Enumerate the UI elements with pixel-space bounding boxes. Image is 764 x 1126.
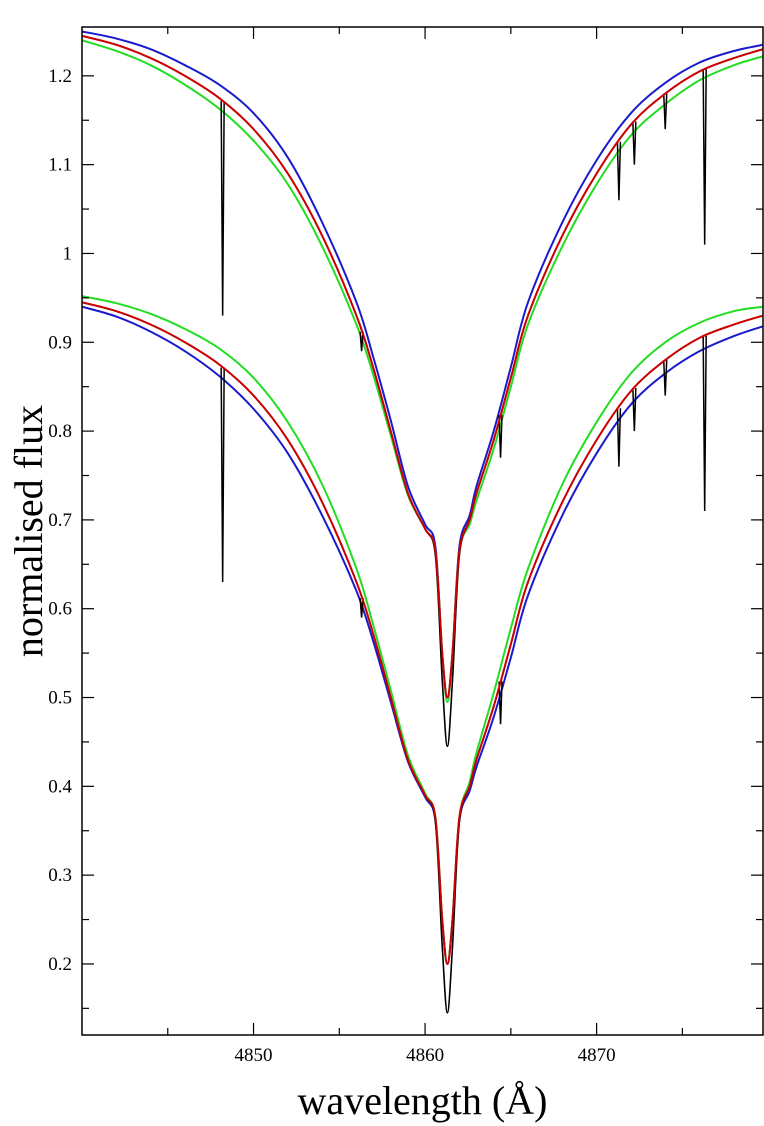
absorption-line xyxy=(702,69,707,245)
axis-ticks xyxy=(82,27,763,1035)
absorption-line xyxy=(616,141,622,201)
plot-frame xyxy=(81,26,764,1036)
absorption-line xyxy=(662,360,668,396)
y-tick-label: 1 xyxy=(63,243,73,264)
y-tick-label: 0.2 xyxy=(48,954,72,975)
absorption-line xyxy=(359,331,364,352)
absorption-line xyxy=(662,93,668,130)
y-tick-labels: 0.2 0.3 0.4 0.5 0.6 0.7 0.8 0.9 1 1.1 1.2 xyxy=(48,66,72,975)
series-upper-fit-green xyxy=(82,39,763,703)
series-lower-observed xyxy=(82,301,763,1014)
series-lower-fit-green xyxy=(82,295,763,965)
y-tick-label: 0.7 xyxy=(48,510,72,531)
absorption-line xyxy=(632,121,637,165)
series-layer xyxy=(82,30,763,1014)
x-tick-label: 4860 xyxy=(406,1045,444,1066)
y-tick-label: 1.1 xyxy=(48,155,72,176)
y-tick-label: 0.8 xyxy=(48,421,72,442)
y-axis-title: normalised flux xyxy=(6,405,51,657)
series-upper-fit-red xyxy=(82,34,763,699)
absorption-line xyxy=(498,415,503,458)
absorption-line xyxy=(616,408,622,467)
absorption-line xyxy=(220,367,225,583)
series-lower-fit-red xyxy=(82,301,763,965)
absorption-line xyxy=(498,681,503,725)
y-tick-label: 0.5 xyxy=(48,688,72,709)
y-tick-label: 1.2 xyxy=(48,66,72,87)
series-upper-observed xyxy=(82,35,763,748)
series-lower-fit-blue xyxy=(82,305,763,965)
y-tick-label: 0.4 xyxy=(48,776,72,797)
x-axis-title: wavelength (Å) xyxy=(298,1078,548,1123)
y-tick-label: 0.9 xyxy=(48,332,72,353)
absorption-line xyxy=(702,335,707,512)
x-tick-label: 4870 xyxy=(578,1045,616,1066)
absorption-line xyxy=(359,597,364,618)
y-tick-label: 0.3 xyxy=(48,865,72,886)
absorption-line xyxy=(220,101,225,316)
y-tick-label: 0.6 xyxy=(48,599,72,620)
absorption-line xyxy=(632,387,637,432)
x-tick-labels: 4850 4860 4870 xyxy=(235,1045,616,1066)
x-tick-label: 4850 xyxy=(235,1045,273,1066)
